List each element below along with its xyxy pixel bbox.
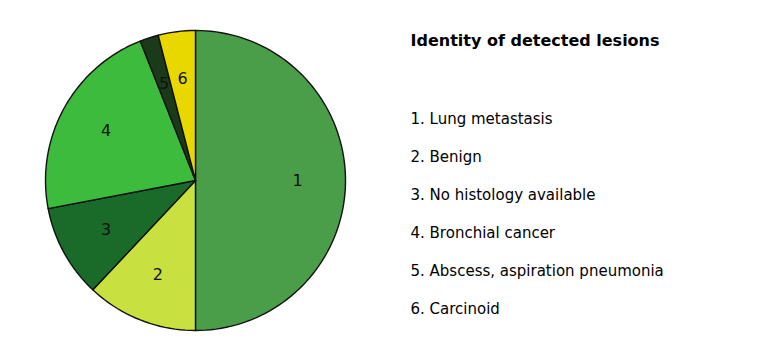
svg-text:1: 1 [292,171,302,190]
svg-text:6. Carcinoid: 6. Carcinoid [411,300,500,318]
svg-text:5. Abscess, aspiration pneumon: 5. Abscess, aspiration pneumonia [411,262,664,280]
svg-text:4. Bronchial cancer: 4. Bronchial cancer [411,224,556,242]
svg-text:1. Lung metastasis: 1. Lung metastasis [411,110,553,128]
svg-text:6: 6 [178,69,188,88]
svg-text:2: 2 [153,265,163,284]
svg-text:3: 3 [101,220,111,239]
svg-text:Identity of detected lesions: Identity of detected lesions [411,31,660,50]
svg-text:5: 5 [159,74,169,93]
svg-text:2. Benign: 2. Benign [411,148,482,166]
svg-text:3. No histology available: 3. No histology available [411,186,596,204]
svg-text:4: 4 [101,121,111,140]
